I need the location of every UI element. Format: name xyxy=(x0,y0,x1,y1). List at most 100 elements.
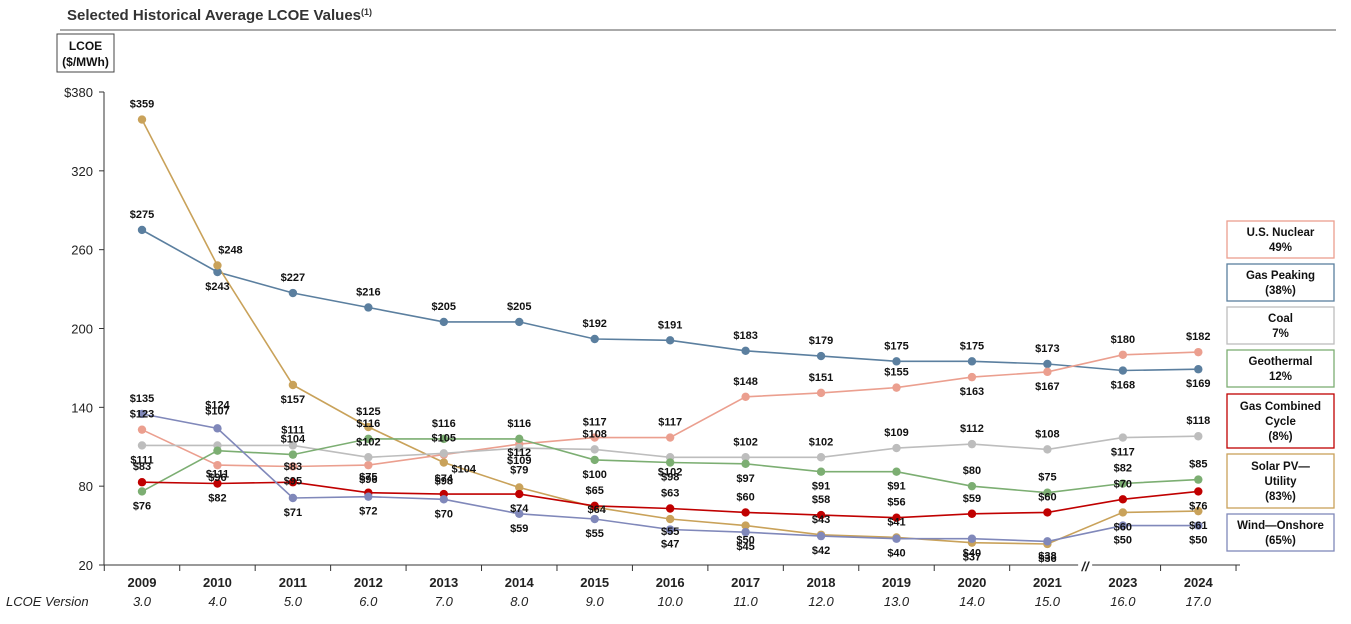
y-tick-label: 140 xyxy=(71,400,93,415)
data-label-gas-peaking: $205 xyxy=(432,301,456,313)
point-u-s-nuclear xyxy=(741,392,750,402)
version-label: 9.0 xyxy=(586,594,605,609)
legend-box xyxy=(1226,513,1335,552)
data-label-geothermal: $98 xyxy=(661,472,679,484)
legend-box xyxy=(1226,453,1335,509)
data-label-geothermal: $100 xyxy=(582,469,606,481)
data-label-gas-combined-cycle: $60 xyxy=(1038,491,1056,503)
data-label-gas-peaking: $227 xyxy=(281,272,305,284)
data-label-solar-pv-utility: $41 xyxy=(887,516,905,528)
data-label-geothermal: $104 xyxy=(281,434,306,446)
data-label-coal: $111 xyxy=(281,424,304,436)
data-label-coal: $111 xyxy=(130,454,153,466)
data-label-gas-peaking: $173 xyxy=(1035,343,1059,355)
data-label-geothermal: $85 xyxy=(1189,459,1207,471)
point-solar-pv-utility xyxy=(515,483,524,492)
y-tick-label: $380 xyxy=(64,85,93,100)
data-label-gas-peaking: $192 xyxy=(582,318,606,330)
point-gas-peaking xyxy=(1043,359,1052,369)
y-tick-label: 20 xyxy=(79,558,93,573)
point-geothermal xyxy=(439,434,448,444)
data-label-u-s-nuclear: $95 xyxy=(284,475,302,487)
point-gas-combined-cycle xyxy=(665,504,675,513)
point-coal xyxy=(1043,445,1052,454)
legend-text: 12% xyxy=(1269,371,1292,383)
point-coal xyxy=(515,443,524,453)
data-label-gas-combined-cycle: $76 xyxy=(1189,500,1207,512)
point-gas-peaking xyxy=(364,303,373,312)
x-tick-label: 2018 xyxy=(807,575,836,590)
point-geothermal xyxy=(1043,488,1052,497)
data-label-gas-peaking: $168 xyxy=(1111,380,1135,392)
point-coal xyxy=(741,453,750,462)
point-coal xyxy=(1118,433,1128,442)
data-label-gas-combined-cycle: $63 xyxy=(661,488,679,500)
point-gas-combined-cycle xyxy=(1194,487,1203,496)
data-label-geothermal: $75 xyxy=(1038,472,1056,484)
legend-box xyxy=(1226,393,1335,449)
data-label-u-s-nuclear: $180 xyxy=(1111,334,1135,346)
legend-box xyxy=(1226,220,1335,259)
data-label-u-s-nuclear: $104 xyxy=(452,464,477,476)
x-axis: 2009 3.0 2010 4.0 2011 5.0 2012 6.0 2013 7.0 2014 8… xyxy=(6,558,1240,609)
x-tick-label: 2010 xyxy=(203,575,232,590)
point-u-s-nuclear xyxy=(1043,367,1052,377)
y-axis-label-line2: ($/MWh) xyxy=(62,55,109,69)
point-coal xyxy=(967,439,977,449)
point-geothermal xyxy=(364,434,373,444)
x-tick-label: 2023 xyxy=(1108,575,1137,590)
point-wind-onshore xyxy=(741,527,750,537)
data-label-coal: $109 xyxy=(884,427,908,439)
data-label-coal: $112 xyxy=(960,423,984,435)
point-gas-peaking xyxy=(515,317,524,327)
point-u-s-nuclear xyxy=(665,433,675,442)
version-label: 11.0 xyxy=(733,594,758,609)
data-label-solar-pv-utility: $64 xyxy=(588,504,607,516)
data-label-gas-combined-cycle: $75 xyxy=(359,472,377,484)
point-geothermal xyxy=(1194,475,1203,484)
data-label-wind-onshore: $42 xyxy=(812,545,830,557)
data-label-u-s-nuclear: $117 xyxy=(583,417,607,429)
data-label-u-s-nuclear: $96 xyxy=(208,472,226,484)
data-label-coal: $102 xyxy=(658,466,682,478)
data-label-wind-onshore: $55 xyxy=(586,528,604,540)
data-label-gas-combined-cycle: $70 xyxy=(1114,478,1132,490)
point-solar-pv-utility xyxy=(364,422,373,432)
data-label-solar-pv-utility: $359 xyxy=(130,99,154,111)
x-tick-label: 2009 xyxy=(128,575,157,590)
point-gas-peaking xyxy=(892,357,901,366)
y-axis: 20 80 140 200 260 320 $380 xyxy=(64,85,105,573)
point-u-s-nuclear xyxy=(364,460,373,470)
point-solar-pv-utility xyxy=(665,514,675,524)
data-label-coal: $117 xyxy=(1111,447,1135,459)
point-u-s-nuclear xyxy=(137,425,147,434)
legend-item-gas-peaking: Gas Peaking (38%) xyxy=(1226,263,1335,302)
legend-item-geothermal: Geothermal 12% xyxy=(1226,349,1335,388)
data-label-coal: $108 xyxy=(1035,428,1059,440)
data-label-wind-onshore: $70 xyxy=(435,508,453,520)
point-u-s-nuclear xyxy=(1118,350,1128,359)
data-label-gas-combined-cycle: $83 xyxy=(133,461,151,473)
point-gas-combined-cycle xyxy=(137,478,147,487)
y-axis-label-line1: LCOE xyxy=(69,39,102,53)
legend-text: Solar PV— xyxy=(1251,461,1310,473)
legend-text: Cycle xyxy=(1265,416,1296,428)
point-geothermal xyxy=(665,458,675,467)
legend-box xyxy=(1226,349,1335,388)
legend-item-gas-combined-cycle: Gas Combined Cycle (8%) xyxy=(1226,393,1335,449)
point-wind-onshore xyxy=(515,509,524,518)
legend-box xyxy=(1226,306,1335,345)
y-tick-label: 80 xyxy=(79,479,93,494)
legend-text: Wind—Onshore xyxy=(1237,520,1324,532)
y-tick-label: 260 xyxy=(71,243,93,258)
x-tick-label: 2019 xyxy=(882,575,911,590)
data-label-wind-onshore: $50 xyxy=(1114,535,1132,547)
point-wind-onshore xyxy=(439,495,448,504)
data-label-gas-peaking: $175 xyxy=(960,340,984,352)
data-label-gas-combined-cycle: $74 xyxy=(510,503,529,515)
point-u-s-nuclear xyxy=(967,372,977,382)
data-label-gas-peaking: $179 xyxy=(809,335,833,347)
data-label-solar-pv-utility: $43 xyxy=(812,514,830,526)
data-label-coal: $102 xyxy=(733,436,757,448)
point-u-s-nuclear xyxy=(892,383,901,392)
